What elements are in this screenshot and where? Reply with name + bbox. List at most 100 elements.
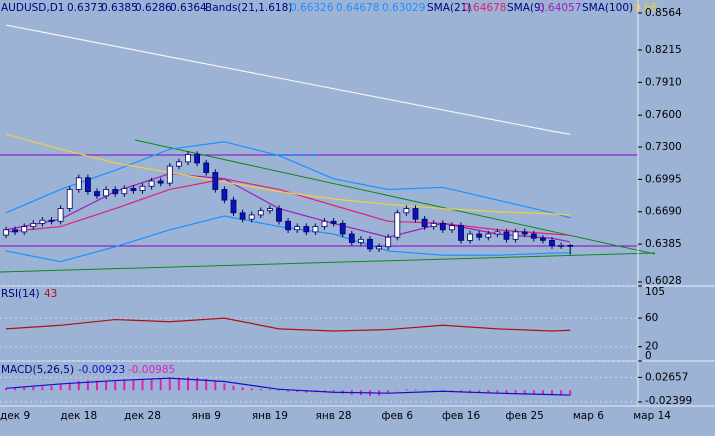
candle-body: [239, 212, 246, 220]
symbol: AUDUSD,D1: [1, 2, 65, 14]
x-tick-label: мар 14: [633, 410, 671, 422]
indicator-line: [5, 141, 571, 219]
indicator-line: [5, 377, 571, 396]
macd-bar: [105, 380, 108, 391]
candle-body: [85, 177, 91, 192]
candle-body: [485, 233, 492, 238]
candle-body: [112, 189, 119, 195]
sma21-value: 0.64678: [463, 2, 506, 14]
macd-bar: [214, 380, 217, 391]
trend-line: [0, 252, 656, 273]
candle-body: [376, 246, 383, 250]
candle-body: [103, 189, 109, 197]
candle-body: [3, 229, 9, 236]
macd-bar: [423, 389, 426, 391]
candle-body: [94, 191, 100, 197]
macd-bar: [123, 380, 126, 391]
candle-body: [248, 214, 255, 220]
macd-bar: [159, 378, 162, 391]
y-tick-label: 0.8564: [645, 7, 682, 19]
candle-body: [348, 233, 355, 243]
y-tick-label: 0.6690: [645, 206, 682, 218]
candle-body: [194, 154, 201, 164]
candle-body: [185, 154, 191, 163]
candle-body: [540, 237, 546, 241]
sma100-value: 0.66: [634, 2, 658, 14]
indicator-line: [5, 24, 571, 135]
macd-bar: [77, 381, 80, 391]
candle-body: [57, 208, 64, 222]
macd-bar: [50, 385, 53, 391]
macd-bar: [305, 390, 308, 393]
candle-body: [312, 226, 319, 233]
macd-bar: [5, 388, 7, 391]
macd-bar: [96, 380, 98, 391]
macd-bar: [23, 387, 26, 391]
macd-bar: [241, 387, 244, 391]
candle-body: [412, 208, 419, 220]
y-tick-label: 20: [645, 341, 658, 353]
candle-body: [430, 223, 437, 227]
macd-bar: [32, 386, 35, 391]
candle-body: [294, 226, 301, 231]
macd-bar: [287, 390, 290, 392]
candle-body: [121, 188, 128, 195]
x-tick-label: янв 9: [192, 410, 221, 422]
macd-bar: [114, 380, 117, 391]
y-tick-label: 0.7600: [645, 109, 682, 121]
x-tick-label: фев 6: [381, 410, 413, 422]
y-tick-label: 0.7910: [645, 76, 682, 88]
y-tick-label: 0.6995: [645, 173, 682, 185]
candle-body: [212, 172, 219, 190]
macd-bar: [132, 379, 135, 391]
candle-body: [421, 218, 428, 227]
close-value: 0.6364: [170, 2, 207, 14]
macd-bar: [141, 379, 144, 391]
y-tick-label: 0.7300: [645, 141, 682, 153]
x-tick-label: дек 18: [60, 410, 97, 422]
candle-body: [439, 223, 446, 231]
candle-body: [157, 180, 164, 184]
rsi-value: 43: [44, 288, 57, 300]
candle-body: [394, 212, 401, 238]
candle-body: [266, 208, 273, 212]
macd-bar: [405, 389, 408, 391]
candle-body: [467, 233, 474, 241]
candle-body: [221, 189, 228, 201]
macd-bar: [259, 388, 262, 391]
candle-body: [257, 210, 264, 216]
candle-body: [558, 244, 564, 247]
x-tick-label: дек 28: [124, 410, 161, 422]
candle-body: [148, 180, 155, 187]
macd-bar: [278, 390, 280, 391]
macd-bar: [223, 383, 226, 391]
candle-body: [503, 231, 510, 240]
candle-body: [330, 220, 337, 224]
x-tick-label: фев 16: [442, 410, 481, 422]
macd-bar: [150, 379, 153, 391]
x-tick-label: фев 25: [506, 410, 544, 422]
high-value: 0.6385: [101, 2, 138, 14]
candle-body: [30, 223, 37, 227]
macd-bar: [551, 390, 553, 395]
macd-hist-value: -0.00923: [78, 364, 125, 376]
candle-body: [512, 231, 519, 240]
candle-body: [458, 225, 464, 241]
candle-body: [448, 225, 455, 231]
legend-bands: Bands(21,1.618): [205, 2, 292, 14]
open-value: 0.6373: [67, 2, 104, 14]
y-tick-label: 0.6385: [645, 238, 682, 250]
candle-body: [367, 238, 373, 250]
macd-bar: [541, 390, 544, 395]
macd-bar: [514, 390, 517, 395]
macd-bar: [532, 390, 535, 395]
macd-bar: [396, 390, 399, 391]
candle-body: [494, 231, 501, 235]
x-tick-label: мар 6: [573, 410, 604, 422]
candle-body: [66, 189, 73, 209]
candle-body: [230, 199, 237, 214]
y-tick-label: 0.8215: [645, 44, 682, 56]
macd-bar: [41, 386, 44, 391]
